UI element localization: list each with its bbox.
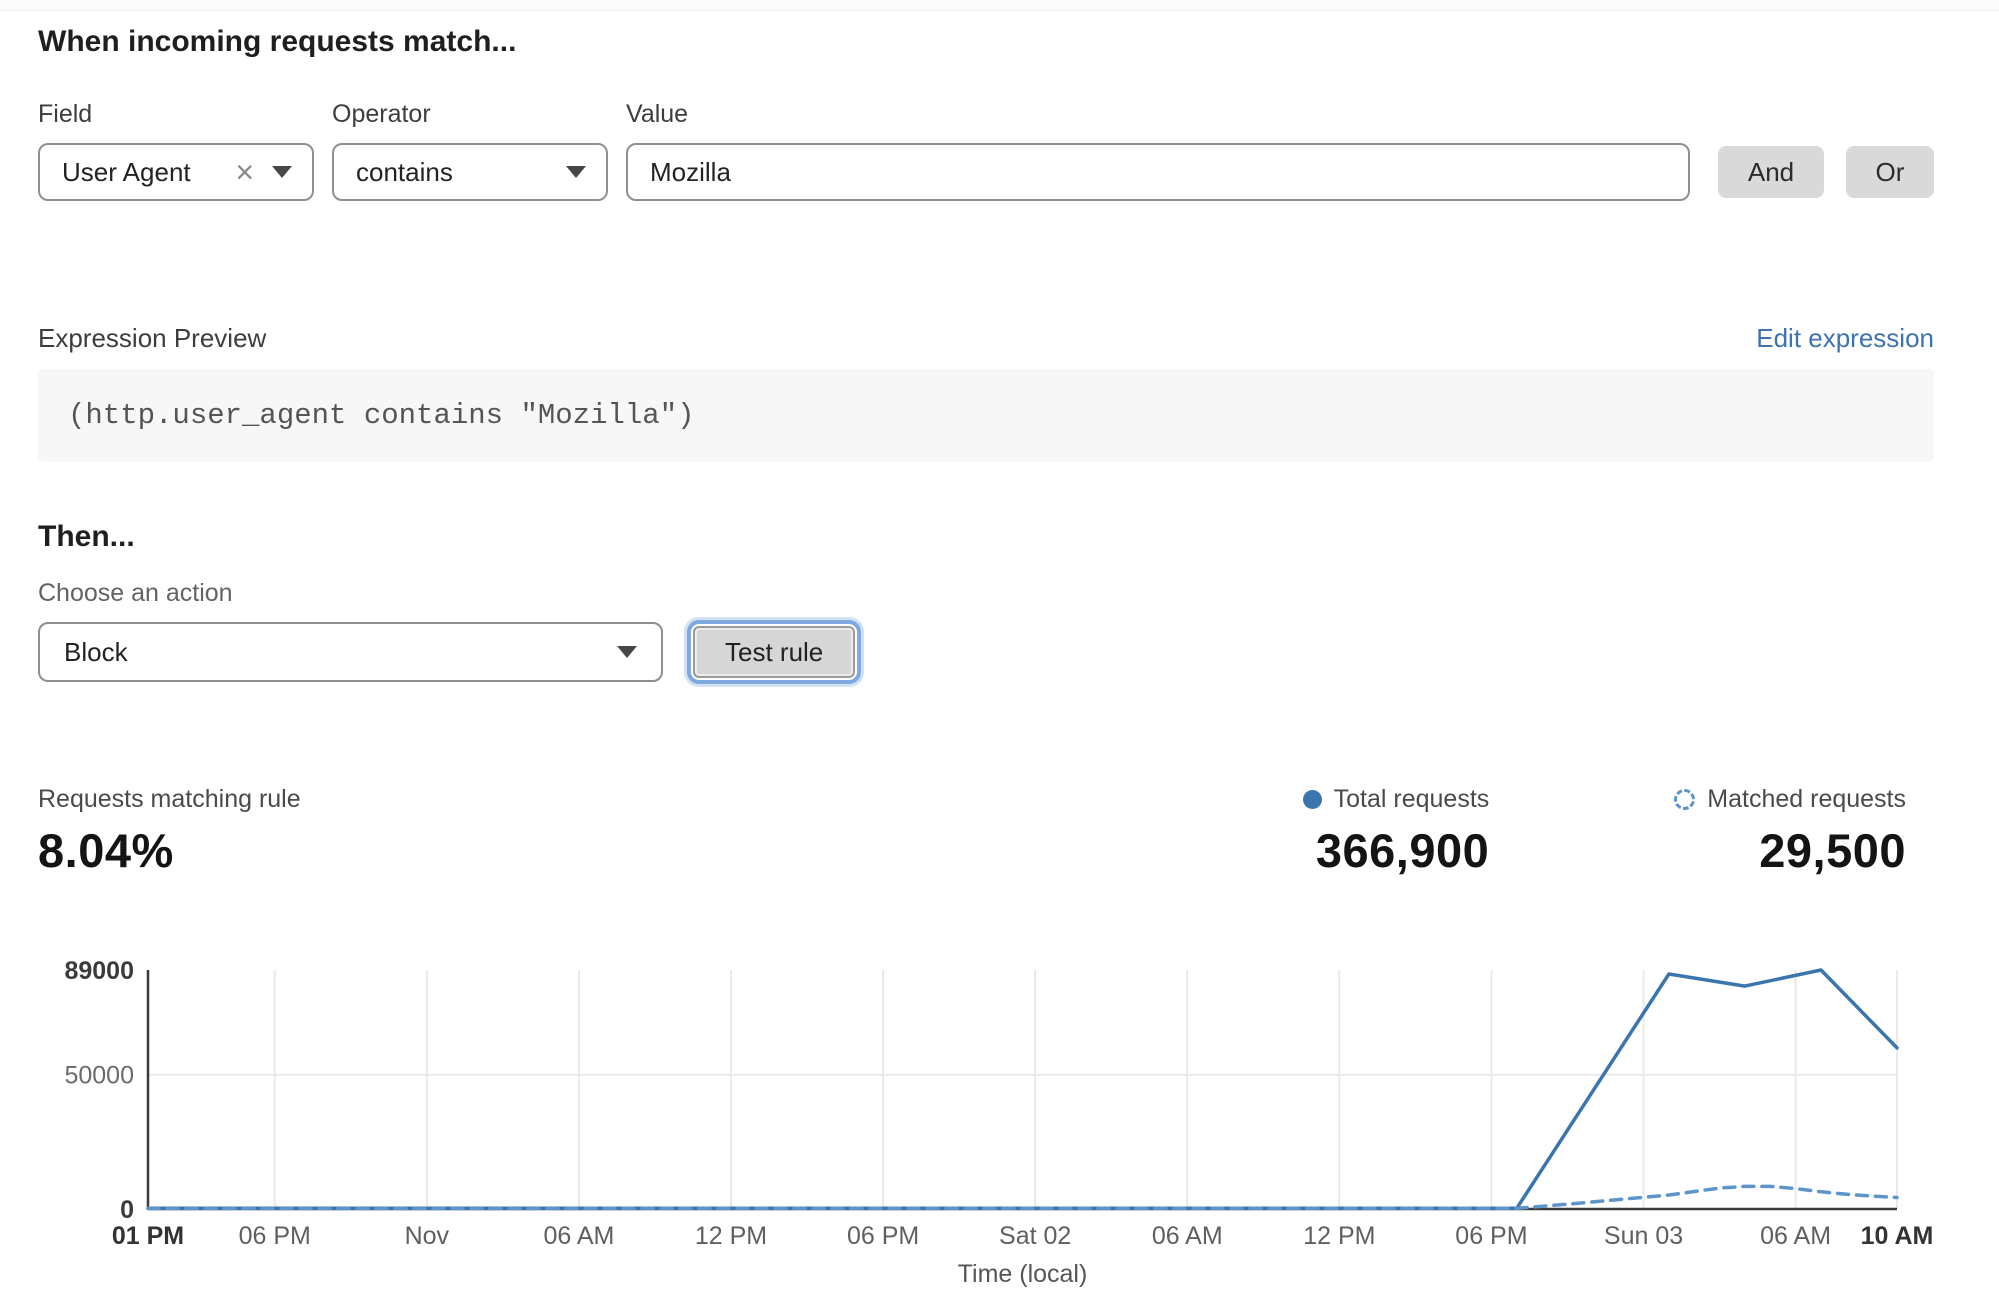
operator-select[interactable]: contains (332, 143, 608, 201)
operator-label: Operator (332, 100, 431, 128)
svg-text:12 PM: 12 PM (1303, 1222, 1375, 1250)
svg-text:06 PM: 06 PM (1455, 1222, 1527, 1250)
svg-text:06 PM: 06 PM (239, 1222, 311, 1250)
clear-x-icon[interactable]: × (235, 154, 254, 190)
field-label: Field (38, 100, 93, 128)
svg-text:06 AM: 06 AM (1152, 1222, 1223, 1250)
expression-code: (http.user_agent contains "Mozilla") (68, 399, 695, 432)
stat-matched-requests: Matched requests 29,500 (1674, 784, 1906, 878)
stat-total-requests: Total requests 366,900 (1302, 784, 1490, 878)
value-column: Value (626, 99, 1690, 201)
and-button[interactable]: And (1718, 146, 1824, 198)
total-requests-value: 366,900 (1315, 824, 1490, 877)
total-requests-label: Total requests (1333, 785, 1490, 813)
requests-chart-container: 0 50000 89000 01 PM 06 PM Nov 06 AM 12 PM 06 PM S… (38, 952, 1934, 1297)
svg-text:Time (local): Time (local) (958, 1260, 1088, 1288)
matched-requests-legend-dashed-circle-icon (1674, 788, 1696, 810)
svg-text:06 AM: 06 AM (1760, 1222, 1831, 1250)
svg-text:0: 0 (120, 1196, 134, 1224)
then-section-heading: Then... (38, 520, 135, 553)
matched-requests-value: 29,500 (1759, 824, 1906, 877)
svg-text:Nov: Nov (405, 1222, 450, 1250)
total-requests-legend-dot-icon (1302, 789, 1322, 809)
expression-preview-label: Expression Preview (38, 323, 267, 353)
page-top-edge (0, 0, 1999, 11)
test-rule-button[interactable]: Test rule (693, 626, 856, 678)
expression-preview-row: Expression Preview Edit expression (38, 323, 1934, 353)
firewall-rule-builder-page: When incoming requests match... Field Us… (0, 11, 1999, 1297)
svg-text:Sat 02: Sat 02 (999, 1222, 1071, 1250)
matched-requests-label: Matched requests (1707, 785, 1906, 813)
chevron-down-icon (566, 166, 586, 178)
svg-text:10 AM: 10 AM (1861, 1222, 1934, 1250)
svg-text:01 PM: 01 PM (112, 1222, 184, 1250)
operator-select-value: contains (356, 156, 453, 187)
match-section-heading: When incoming requests match... (38, 25, 517, 58)
edit-expression-link[interactable]: Edit expression (1756, 323, 1934, 353)
field-select[interactable]: User Agent × (38, 143, 314, 201)
requests-matching-value: 8.04% (38, 824, 174, 877)
or-button[interactable]: Or (1846, 146, 1934, 198)
svg-text:06 AM: 06 AM (543, 1222, 614, 1250)
stat-requests-matching: Requests matching rule 8.04% (38, 784, 301, 878)
chevron-down-icon (272, 166, 292, 178)
svg-text:12 PM: 12 PM (695, 1222, 767, 1250)
choose-action-label: Choose an action (38, 579, 233, 607)
svg-text:50000: 50000 (64, 1062, 134, 1090)
expression-code-block: (http.user_agent contains "Mozilla") (38, 369, 1934, 462)
value-input[interactable] (626, 143, 1690, 201)
svg-text:89000: 89000 (64, 957, 134, 985)
svg-text:06 PM: 06 PM (847, 1222, 919, 1250)
value-label: Value (626, 100, 689, 128)
svg-text:Sun 03: Sun 03 (1604, 1222, 1683, 1250)
requests-matching-label: Requests matching rule (38, 785, 301, 813)
action-select[interactable]: Block (38, 622, 663, 682)
rule-stats-row: Requests matching rule 8.04% Total reque… (38, 784, 1934, 878)
requests-chart: 0 50000 89000 01 PM 06 PM Nov 06 AM 12 PM 06 PM S… (64, 957, 1934, 1288)
field-select-value: User Agent (62, 156, 191, 187)
action-row: Block Test rule (38, 622, 1934, 682)
action-select-value: Block (64, 636, 128, 667)
operator-column: Operator contains (332, 99, 608, 201)
field-column: Field User Agent × (38, 99, 314, 201)
chevron-down-icon (617, 646, 637, 658)
rule-condition-row: Field User Agent × Operator contains Val… (38, 99, 1934, 201)
